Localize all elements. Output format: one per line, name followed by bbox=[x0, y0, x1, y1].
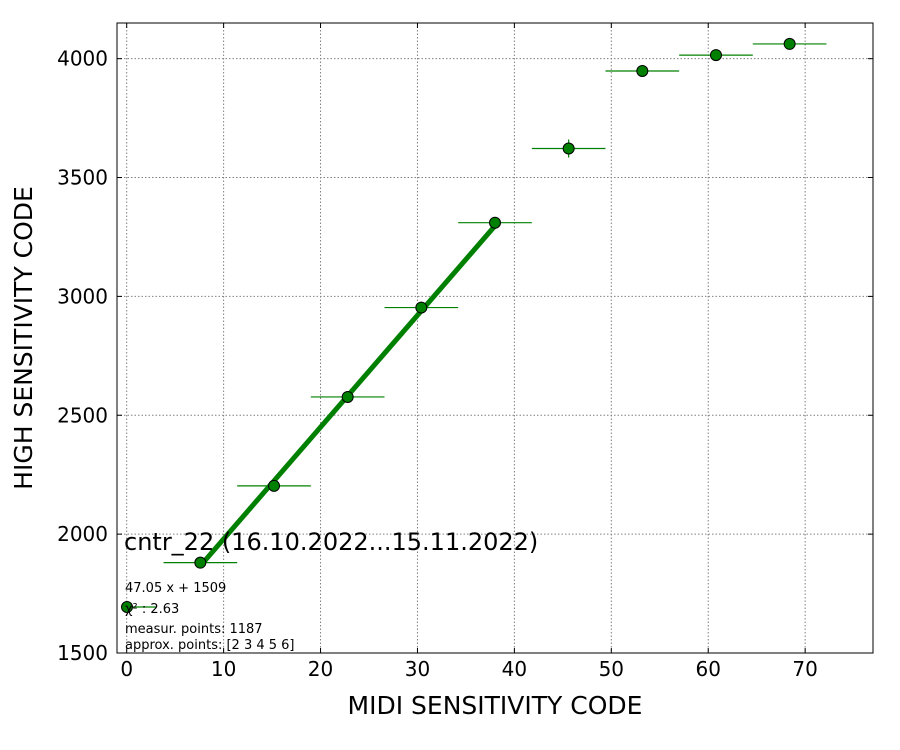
data-point bbox=[636, 65, 649, 78]
x-tick-label: 50 bbox=[599, 657, 624, 681]
y-tick-label: 2000 bbox=[57, 522, 108, 546]
fit-equation-label: 47.05 x + 1509 bbox=[125, 581, 226, 596]
x-tick-label: 60 bbox=[696, 657, 721, 681]
y-axis-title: HIGH SENSITIVITY CODE bbox=[9, 186, 38, 490]
y-tick-label: 3500 bbox=[57, 166, 108, 190]
data-point bbox=[489, 216, 501, 229]
x-tick-label: 40 bbox=[502, 657, 527, 681]
grid bbox=[117, 23, 873, 654]
dataset-name-label: cntr_22 (16.10.2022...15.11.2022) bbox=[124, 528, 538, 556]
data-point bbox=[268, 479, 281, 492]
y-tick-label: 2500 bbox=[57, 403, 108, 427]
data-point bbox=[783, 37, 796, 50]
x-axis-title: MIDI SENSITIVITY CODE bbox=[348, 691, 643, 720]
x-tick-label: 70 bbox=[792, 657, 817, 681]
measur-points-label: measur. points: 1187 bbox=[125, 622, 263, 637]
data-point bbox=[709, 49, 722, 62]
chi-square-label: χ² : 2.63 bbox=[125, 602, 179, 617]
ticks: 0 10 20 30 40 50 60 70 1500 2000 2500 3000 3500 4000 bbox=[57, 23, 873, 681]
data-point bbox=[194, 556, 207, 569]
data-point bbox=[562, 142, 575, 155]
y-tick-label: 3000 bbox=[57, 284, 108, 308]
x-tick-label: 10 bbox=[211, 657, 236, 681]
x-tick-label: 20 bbox=[308, 657, 333, 681]
y-tick-label: 4000 bbox=[57, 47, 108, 71]
data-point bbox=[341, 390, 354, 403]
data-points bbox=[194, 37, 796, 569]
plot-background bbox=[117, 23, 873, 653]
legend-marker bbox=[121, 601, 156, 613]
data-point bbox=[415, 301, 428, 314]
x-tick-label: 0 bbox=[120, 657, 133, 681]
approx-points-label: approx. points: [2 3 4 5 6] bbox=[125, 638, 295, 653]
x-tick-label: 30 bbox=[405, 657, 430, 681]
plot-frame bbox=[116, 22, 874, 654]
y-tick-label: 1500 bbox=[57, 641, 108, 665]
